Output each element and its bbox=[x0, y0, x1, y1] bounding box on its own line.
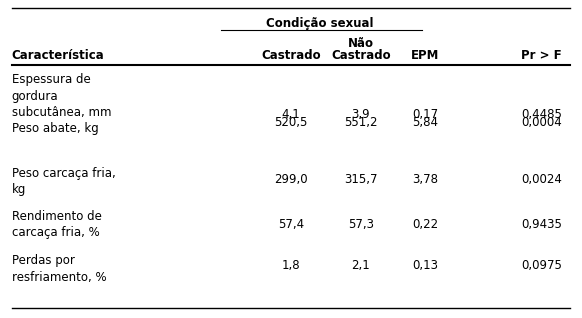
Text: 520,5: 520,5 bbox=[274, 116, 308, 129]
Text: 0,4485: 0,4485 bbox=[521, 108, 562, 121]
Text: 57,3: 57,3 bbox=[348, 218, 374, 231]
Text: 2,1: 2,1 bbox=[352, 259, 370, 272]
Text: 0,17: 0,17 bbox=[412, 108, 438, 121]
Text: Peso abate, kg: Peso abate, kg bbox=[12, 122, 98, 135]
Text: Perdas por
resfriamento, %: Perdas por resfriamento, % bbox=[12, 254, 107, 284]
Text: 315,7: 315,7 bbox=[344, 173, 378, 186]
Text: 0,13: 0,13 bbox=[412, 259, 438, 272]
Text: Característica: Característica bbox=[12, 49, 104, 62]
Text: Pr > F: Pr > F bbox=[521, 49, 562, 62]
Text: 0,0975: 0,0975 bbox=[521, 259, 562, 272]
Text: Castrado: Castrado bbox=[331, 49, 391, 62]
Text: Não: Não bbox=[348, 37, 374, 50]
Text: Castrado: Castrado bbox=[261, 49, 321, 62]
Text: Condição sexual: Condição sexual bbox=[267, 17, 374, 31]
Text: 0,0024: 0,0024 bbox=[521, 173, 562, 186]
Text: 5,84: 5,84 bbox=[412, 116, 438, 129]
Text: 299,0: 299,0 bbox=[274, 173, 308, 186]
Text: 1,8: 1,8 bbox=[282, 259, 300, 272]
Text: 4,1: 4,1 bbox=[282, 108, 300, 121]
Text: 57,4: 57,4 bbox=[278, 218, 304, 231]
Text: Rendimento de
carcaça fria, %: Rendimento de carcaça fria, % bbox=[12, 210, 101, 239]
Text: EPM: EPM bbox=[411, 49, 439, 62]
Text: 0,22: 0,22 bbox=[412, 218, 438, 231]
Text: 3,9: 3,9 bbox=[352, 108, 370, 121]
Text: Espessura de
gordura
subcutânea, mm: Espessura de gordura subcutânea, mm bbox=[12, 73, 111, 119]
Text: Peso carcaça fria,
kg: Peso carcaça fria, kg bbox=[12, 167, 115, 197]
Text: 0,9435: 0,9435 bbox=[521, 218, 562, 231]
Text: 0,0004: 0,0004 bbox=[521, 116, 562, 129]
Text: 551,2: 551,2 bbox=[344, 116, 378, 129]
Text: 3,78: 3,78 bbox=[412, 173, 438, 186]
